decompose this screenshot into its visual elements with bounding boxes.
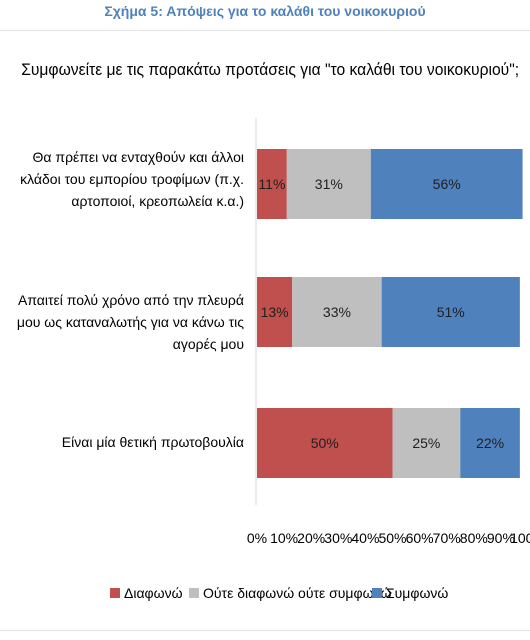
data-label-1-1: 11% xyxy=(258,176,285,192)
legend-label-disagree: Διαφωνώ xyxy=(124,585,183,601)
x-tick-label: 60% xyxy=(406,530,434,546)
category-label-2: Απαιτεί πολύ χρόνο από την πλευρά μου ως… xyxy=(16,292,244,352)
legend-swatch-agree xyxy=(372,588,382,598)
legend-item-agree: Συμφωνώ xyxy=(372,580,448,606)
x-tick-label: 0% xyxy=(247,530,267,546)
data-label-1-2: 31% xyxy=(315,176,343,192)
bar-segment-1-3 xyxy=(370,149,523,219)
top-divider xyxy=(0,30,530,31)
legend-swatch-disagree xyxy=(110,588,120,598)
data-label-2-1: 13% xyxy=(261,304,289,320)
data-label-3-1: 50% xyxy=(311,435,339,451)
x-tick-label: 80% xyxy=(460,530,488,546)
data-label-3-3: 22% xyxy=(476,435,504,451)
legend-label-agree: Συμφωνώ xyxy=(386,585,449,601)
figure-caption: Σχήμα 5: Απόψεις για το καλάθι του νοικο… xyxy=(104,3,426,19)
x-tick-label: 40% xyxy=(351,530,379,546)
bottom-divider xyxy=(0,630,530,631)
x-tick-label: 100% xyxy=(510,530,530,546)
chart-title: Συμφωνείτε με τις παρακάτω προτάσεις για… xyxy=(21,60,520,79)
bar-segment-3-3 xyxy=(460,408,520,478)
category-label-3: Είναι μία θετική πρωτοβουλία xyxy=(61,434,244,450)
x-tick-label: 30% xyxy=(324,530,352,546)
bar-segment-2-3 xyxy=(381,277,520,347)
data-label-3-2: 25% xyxy=(412,435,440,451)
legend-item-neutral: Ούτε διαφωνώ ούτε συμφωνώ xyxy=(189,580,391,606)
data-label-2-3: 51% xyxy=(437,304,465,320)
x-tick-label: 90% xyxy=(487,530,515,546)
x-tick-label: 50% xyxy=(378,530,406,546)
data-label-2-2: 33% xyxy=(323,304,351,320)
x-tick-label: 70% xyxy=(433,530,461,546)
x-tick-label: 20% xyxy=(297,530,325,546)
bar-segment-2-1 xyxy=(257,277,293,347)
bar-segment-1-1 xyxy=(257,149,287,219)
bar-segment-3-1 xyxy=(257,408,393,478)
bar-segment-2-2 xyxy=(292,277,382,347)
bar-segment-1-2 xyxy=(286,149,371,219)
category-label-1: Θα πρέπει να ενταχθούν και άλλοι κλάδοι … xyxy=(20,149,244,209)
legend-item-disagree: Διαφωνώ xyxy=(110,580,183,606)
bar-segment-3-2 xyxy=(392,408,461,478)
data-label-1-3: 56% xyxy=(433,176,461,192)
legend: Διαφωνώ Ούτε διαφωνώ ούτε συμφωνώ Συμφων… xyxy=(0,580,530,606)
legend-label-neutral: Ούτε διαφωνώ ούτε συμφωνώ xyxy=(203,585,392,601)
x-tick-label: 10% xyxy=(270,530,298,546)
legend-swatch-neutral xyxy=(189,588,199,598)
